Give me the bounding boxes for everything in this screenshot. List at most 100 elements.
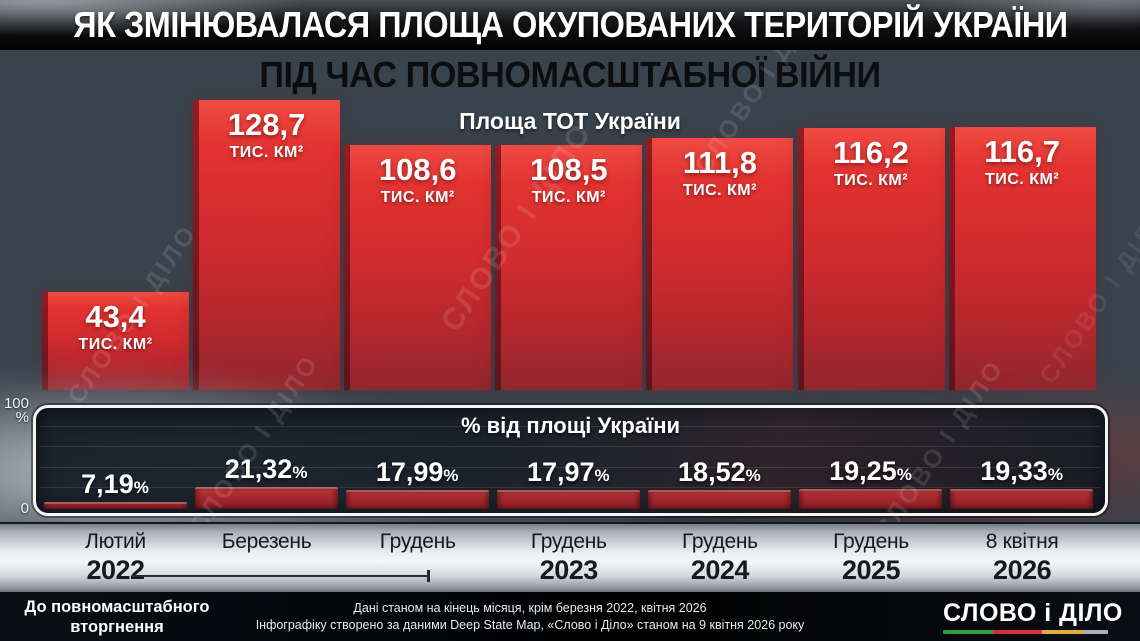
percent-bar xyxy=(647,490,791,509)
percent-value: 19,25 xyxy=(829,456,897,486)
percent-value: 7,19 xyxy=(81,469,134,499)
area-value: 116,2 xyxy=(833,135,909,170)
month-cell: Лютий 2022 xyxy=(40,530,191,586)
month-label: Грудень xyxy=(681,530,758,553)
percent-bar xyxy=(496,490,640,509)
month-cell: Грудень 2025 xyxy=(796,530,947,586)
percent-bar xyxy=(345,490,489,509)
percent-value: 17,99 xyxy=(375,457,444,487)
area-bar-label: 43,4 тис. км² xyxy=(42,292,189,354)
axis-percent-sign: % xyxy=(15,409,29,427)
percent-value: 19,33 xyxy=(980,456,1048,486)
logo-text: СЛОВО і ДІЛО xyxy=(943,599,1123,627)
percent-value: 17,97 xyxy=(526,457,595,487)
percent-bar xyxy=(194,487,338,509)
percent-gridline xyxy=(40,425,1101,427)
year-label: 2026 xyxy=(993,555,1052,585)
logo-underline-yellow xyxy=(1042,630,1084,634)
slovo-i-dilo-logo: СЛОВО і ДІЛО xyxy=(943,599,1123,634)
percent-sign: % xyxy=(896,465,912,484)
year-label: 2023 xyxy=(539,555,599,585)
area-bar: 111,8 тис. км² xyxy=(646,138,794,390)
months-axis: Лютий 2022 Березень Грудень Грудень 2023 Груде… xyxy=(0,522,1140,592)
month-label: Лютий xyxy=(85,530,146,553)
header-bar: ЯК ЗМІНЮВАЛАСЯ ПЛОЩА ОКУПОВАНИХ ТЕРИТОРІ… xyxy=(0,0,1140,50)
percent-value-label: 17,97% xyxy=(485,457,652,488)
month-cell: Грудень xyxy=(342,530,493,555)
percent-gridline xyxy=(40,466,1101,468)
area-bar-label: 116,2 тис. км² xyxy=(798,128,945,190)
area-value: 128,7 xyxy=(227,107,306,142)
bar-edge-shade xyxy=(948,127,955,390)
area-unit: тис. км² xyxy=(531,188,606,206)
logo-underline-red xyxy=(992,630,1042,634)
bar-edge-shade xyxy=(495,145,502,390)
year-label: 2022 xyxy=(86,555,145,585)
axis-label-zero: 0 xyxy=(20,500,29,517)
percent-value-label: 19,33% xyxy=(938,456,1105,487)
area-bar: 128,7 тис. км² xyxy=(193,100,341,390)
source-note-line1: Дані станом на кінець місяця, крім берез… xyxy=(353,601,707,615)
area-unit: тис. км² xyxy=(985,170,1060,188)
area-bar: 43,4 тис. км² xyxy=(42,292,189,390)
percent-bar xyxy=(950,489,1094,509)
month-label: Грудень xyxy=(833,530,909,553)
area-bar: 108,5 тис. км² xyxy=(495,145,643,390)
percent-value-label: 21,32% xyxy=(183,454,350,485)
percent-bar xyxy=(799,489,942,509)
source-note-line2: Інфографіку створено за даними Deep Stat… xyxy=(255,617,805,632)
logo-underline-green xyxy=(943,630,993,634)
percent-value: 21,32 xyxy=(224,454,293,484)
percent-value-label: 19,25% xyxy=(787,456,954,487)
area-bar-label: 111,8 тис. км² xyxy=(646,138,793,200)
percent-gridline xyxy=(40,487,1101,489)
percent-sign: % xyxy=(1047,465,1063,484)
percent-sign: % xyxy=(745,466,761,485)
logo-underline xyxy=(943,630,1108,634)
area-unit: тис. км² xyxy=(229,143,304,161)
axis-label-100-percent: 100 % xyxy=(2,396,29,427)
percent-sign: % xyxy=(443,466,459,485)
area-bar-label: 128,7 тис. км² xyxy=(193,100,340,162)
area-value: 111,8 xyxy=(682,145,757,180)
percent-panel: % від площі України 7,19% 21,32% 17,99% 17,… xyxy=(33,405,1108,516)
percent-value: 18,52 xyxy=(678,457,746,487)
month-cell: 8 квітня 2026 xyxy=(947,530,1098,586)
month-label: 8 квітня xyxy=(985,530,1059,553)
area-value: 108,6 xyxy=(378,152,457,187)
pre-invasion-note: До повномасштабного вторгнення xyxy=(24,598,210,636)
chart-title: Площа ТОТ України xyxy=(459,108,681,134)
percent-bar xyxy=(43,502,187,509)
year-2022-span-tick xyxy=(427,570,430,582)
chart-stage: ПІД ЧАС ПОВНОМАСШТАБНОЇ ВІЙНИ Площа ТОТ … xyxy=(0,50,1140,522)
area-unit: тис. км² xyxy=(682,181,757,199)
bar-edge-shade xyxy=(646,138,653,390)
year-label: 2025 xyxy=(841,555,901,585)
bar-edge-shade xyxy=(193,100,200,390)
percent-value-label: 7,19% xyxy=(32,469,199,500)
month-label: Грудень xyxy=(379,530,456,553)
month-cell: Грудень 2023 xyxy=(493,530,644,586)
area-value: 108,5 xyxy=(530,152,608,187)
month-label: Грудень xyxy=(530,530,607,553)
month-cell: Грудень 2024 xyxy=(644,530,795,586)
logo-underline-gray xyxy=(1083,630,1108,634)
area-bar: 116,2 тис. км² xyxy=(797,128,945,390)
area-value: 116,7 xyxy=(984,134,1061,169)
area-unit: тис. км² xyxy=(833,171,909,189)
percent-sign: % xyxy=(594,466,610,485)
footer-bar: До повномасштабного вторгнення Дані стан… xyxy=(0,592,1140,641)
month-label: Березень xyxy=(221,530,312,553)
year-2022-span-line xyxy=(133,570,430,582)
area-value: 43,4 xyxy=(85,299,146,334)
area-unit: тис. км² xyxy=(78,335,153,353)
area-unit: тис. км² xyxy=(380,188,455,206)
year-label: 2024 xyxy=(690,555,750,585)
month-cell: Березень xyxy=(191,530,342,555)
bar-edge-shade xyxy=(344,145,351,390)
page-subtitle: ПІД ЧАС ПОВНОМАСШТАБНОЇ ВІЙНИ xyxy=(259,54,881,95)
area-bar-label: 116,7 тис. км² xyxy=(949,127,1096,189)
percent-gridline xyxy=(40,446,1101,448)
percent-value-label: 18,52% xyxy=(636,457,803,488)
